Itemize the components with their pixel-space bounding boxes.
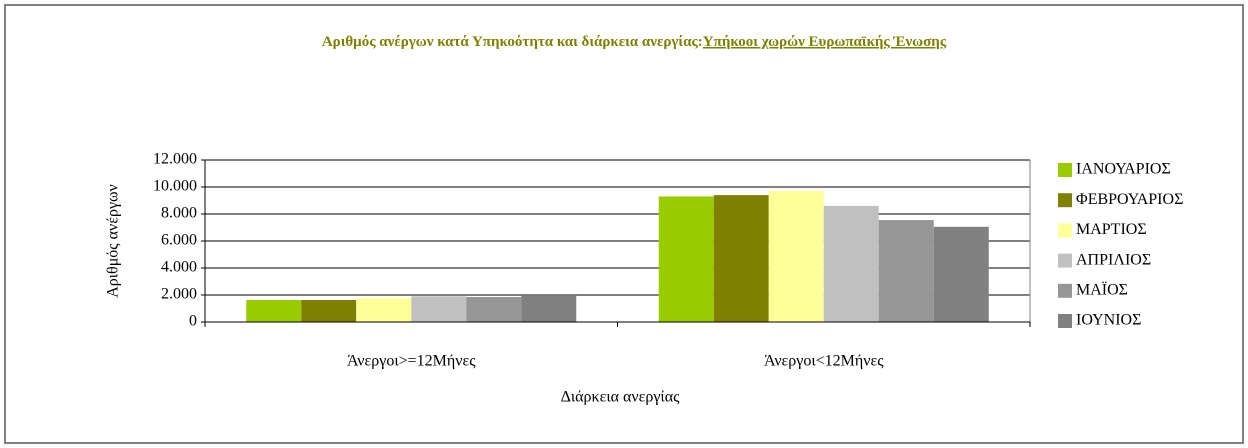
y-tick-label: 4.000	[161, 259, 197, 276]
bar	[768, 191, 824, 322]
legend-label: ΙΟΥΝΙΟΣ	[1076, 312, 1141, 329]
bar	[356, 297, 412, 322]
bar	[878, 220, 934, 322]
legend-label: ΙΑΝΟΥΑΡΙΟΣ	[1076, 161, 1171, 178]
bar	[658, 196, 714, 322]
bar	[823, 205, 879, 322]
y-tick-label: 10.000	[153, 178, 197, 195]
y-tick-label: 6.000	[161, 232, 197, 249]
bar	[411, 296, 467, 322]
title-part: Υπήκοοι χωρών Ευρωπαϊκής Ένωσης	[703, 34, 947, 50]
bar	[933, 226, 989, 322]
chart-border	[4, 4, 1244, 444]
x-axis-label: Διάρκεια ανεργίας	[561, 389, 681, 406]
y-tick-label: 12.000	[153, 151, 197, 168]
bar	[246, 299, 302, 322]
y-tick-label: 2.000	[161, 286, 197, 303]
bar	[713, 195, 769, 322]
title-part: Αριθμός ανέργων κατά Υπηκοότητα και διάρ…	[322, 34, 703, 50]
legend-swatch	[1058, 223, 1072, 238]
legend-swatch	[1058, 253, 1072, 268]
chart-title: Αριθμός ανέργων κατά Υπηκοότητα και διάρ…	[322, 34, 947, 50]
x-tick-label: Άνεργοι<12Μήνες	[764, 353, 884, 370]
legend-label: ΦΕΒΡΟΥΑΡΙΟΣ	[1076, 191, 1183, 208]
legend-label: ΑΠΡΙΛΙΟΣ	[1076, 251, 1151, 268]
legend-label: ΜΑΪΟΣ	[1076, 280, 1128, 298]
y-tick-label: 0	[189, 313, 197, 330]
legend-swatch	[1058, 193, 1072, 208]
legend-swatch	[1058, 283, 1072, 298]
bar	[466, 297, 522, 322]
legend-swatch	[1058, 314, 1072, 328]
x-tick-label: Άνεργοι>=12Μήνες	[347, 353, 476, 370]
legend-label: ΜΑΡΤΙΟΣ	[1076, 221, 1147, 238]
legend-swatch	[1058, 163, 1072, 177]
bar	[301, 299, 357, 322]
y-axis-label: Αριθμός ανέργων	[105, 184, 122, 298]
bar	[521, 295, 577, 322]
y-tick-label: 8.000	[161, 205, 197, 222]
